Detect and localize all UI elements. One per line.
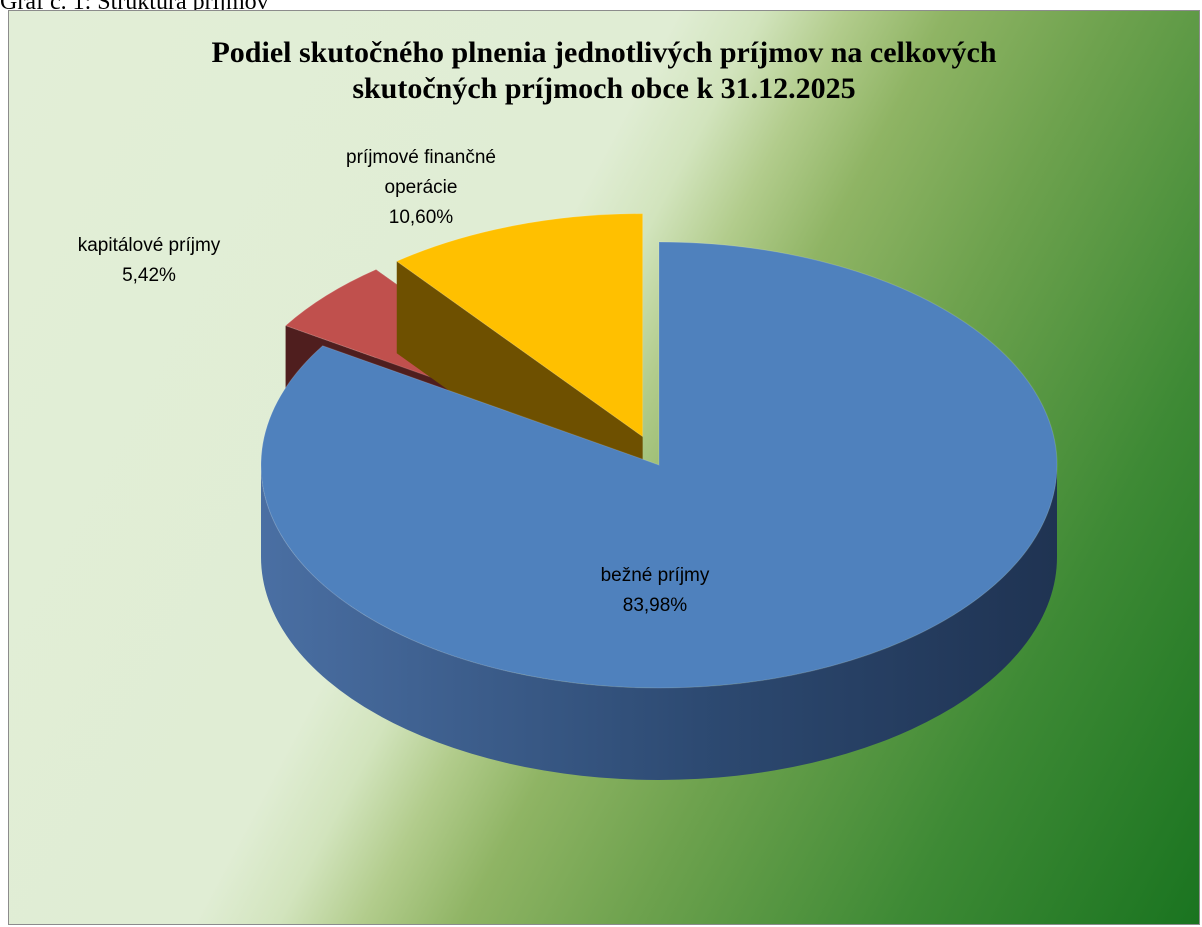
- chart-title-line-2: skutočných príjmoch obce k 31.12.2025: [352, 72, 856, 105]
- data-label-value: 83,98%: [623, 595, 688, 616]
- data-label-1: bežné príjmy 83,98%: [601, 565, 710, 616]
- chart-title-line-1: Podiel skutočného plnenia jednotlivých p…: [211, 36, 997, 69]
- pie-chart: bežné príjmy 83,98% kapitálové príjmy 5,42%…: [78, 147, 1058, 780]
- pie-slice-3-top: [395, 213, 644, 438]
- chart-title: Podiel skutočného plnenia jednotlivých p…: [9, 35, 1199, 107]
- pie-slice-1: [260, 241, 1058, 780]
- data-label-name: operácie: [385, 177, 458, 198]
- data-label-value: 10,60%: [389, 207, 454, 228]
- data-label-value: 5,42%: [122, 265, 176, 286]
- data-label-2: kapitálové príjmy 5,42%: [78, 235, 221, 286]
- data-label-name: príjmové finančné: [346, 147, 496, 168]
- data-label-3: príjmové finančné operácie 10,60%: [346, 147, 496, 228]
- pie-slice-1-top: [260, 241, 1058, 689]
- data-label-name: kapitálové príjmy: [78, 235, 221, 256]
- pie-slice-1-side-1: [261, 465, 1057, 780]
- data-label-name: bežné príjmy: [601, 565, 710, 586]
- chart-area: Podiel skutočného plnenia jednotlivých p…: [8, 10, 1200, 925]
